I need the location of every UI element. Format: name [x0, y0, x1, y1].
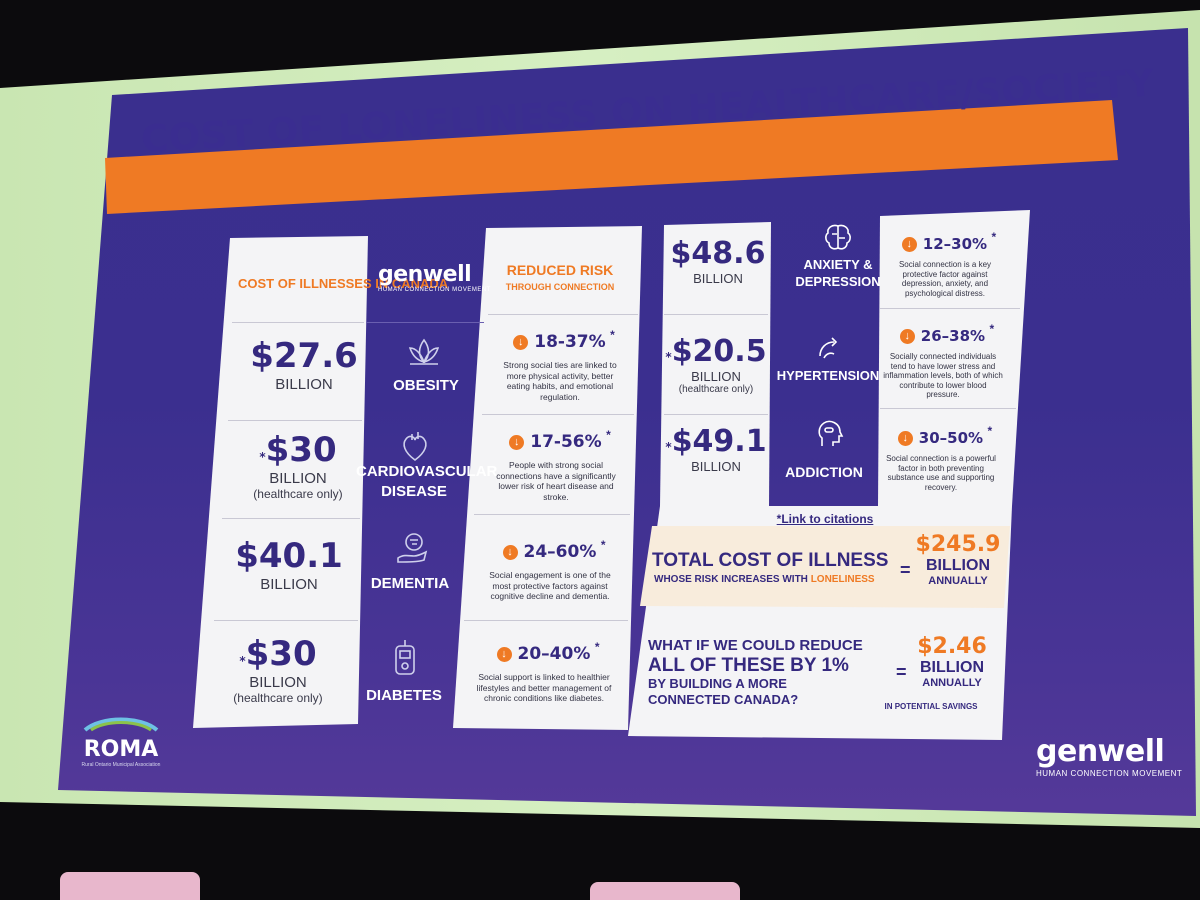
condition-label: CARDIOVASCULAR DISEASE: [356, 463, 498, 500]
down-arrow-icon: ↓: [496, 647, 512, 662]
pressure-icon: [814, 334, 844, 364]
divider: [488, 314, 638, 315]
reduce-question: WHAT IF WE COULD REDUCE ALL OF THESE BY …: [648, 637, 863, 707]
divider: [482, 414, 634, 415]
condition-label: HYPERTENSION: [776, 368, 880, 383]
risk-header: REDUCED RISK THROUGH CONNECTION: [505, 262, 615, 292]
risk-cell: ↓ 18-37% * Strong social ties are linked …: [503, 328, 617, 402]
down-arrow-icon: ↓: [513, 335, 529, 350]
genwell-logo: genwell HUMAN CONNECTION MOVEMENT: [378, 262, 491, 293]
divider: [232, 322, 364, 323]
divider: [222, 518, 360, 519]
divider: [228, 420, 362, 421]
divider: [474, 514, 630, 515]
divider: [664, 314, 768, 315]
cost-cell: *$30 BILLION (healthcare only): [233, 634, 323, 705]
lotus-icon: [404, 334, 444, 370]
condition-label: OBESITY: [393, 377, 459, 394]
savings-note: IN POTENTIAL SAVINGS: [884, 702, 978, 711]
total-sublabel: WHOSE RISK INCREASES WITH LONELINESS: [654, 574, 875, 585]
cost-cell: *$30 BILLION (healthcare only): [253, 430, 343, 501]
risk-cell: ↓ 12–30% * Social connection is a key pro…: [898, 230, 997, 298]
down-arrow-icon: ↓: [509, 435, 525, 450]
heart-icon: [398, 428, 432, 464]
equals-sign: =: [896, 662, 907, 682]
down-arrow-icon: ↓: [899, 329, 915, 344]
condition-label: ANXIETY & DEPRESSION: [795, 257, 881, 289]
equals-sign: =: [900, 560, 911, 580]
divider: [366, 322, 484, 323]
divider: [214, 620, 358, 621]
risk-cell: ↓ 17-56% * People with strong social conn…: [496, 428, 616, 502]
citations-link[interactable]: *Link to citations: [776, 512, 874, 526]
pill-head-icon: [814, 418, 844, 450]
brain-icon: [822, 222, 854, 252]
cost-cell: $27.6 BILLION: [250, 336, 358, 393]
stage-prop-right: [590, 882, 740, 900]
genwell-footer-logo: genwell HUMAN CONNECTION MOVEMENT: [1036, 734, 1183, 778]
cost-cell: *$49.1 BILLION: [665, 424, 767, 474]
risk-cell: ↓ 24–60% * Social engagement is one of th…: [489, 538, 611, 601]
cost-cell: *$20.5 BILLION (healthcare only): [665, 334, 767, 395]
savings-amount: $2.46 BILLION ANNUALLY: [917, 634, 987, 689]
total-amount: $245.9 BILLION ANNUALLY: [915, 532, 1001, 587]
condition-label: DIABETES: [366, 687, 442, 704]
divider: [880, 408, 1016, 409]
cost-cell: $48.6 BILLION: [670, 236, 766, 286]
risk-cell: ↓ 20–40% * Social support is linked to he…: [476, 640, 612, 703]
down-arrow-icon: ↓: [897, 431, 913, 446]
down-arrow-icon: ↓: [901, 237, 917, 252]
down-arrow-icon: ↓: [502, 545, 518, 560]
cost-cell: $40.1 BILLION: [235, 536, 343, 593]
risk-cell: ↓ 30–50% * Social connection is a powerfu…: [886, 424, 996, 492]
cost-header: COST OF ILLNESSES IN CANADA: [238, 276, 449, 291]
total-label: TOTAL COST OF ILLNESS: [652, 550, 889, 571]
risk-cell: ↓ 26–38% * Socially connected individuals…: [883, 322, 1003, 399]
roma-logo: ROMA Rural Ontario Municipal Association: [76, 716, 166, 768]
brain-hand-icon: [394, 530, 430, 566]
condition-label: DEMENTIA: [370, 575, 450, 592]
divider: [464, 620, 628, 621]
glucose-meter-icon: [390, 640, 420, 678]
roma-arc-icon: [83, 717, 159, 732]
divider: [664, 414, 768, 415]
divider: [880, 308, 1020, 309]
condition-label: ADDICTION: [785, 464, 863, 480]
stage-prop-left: [60, 872, 200, 900]
